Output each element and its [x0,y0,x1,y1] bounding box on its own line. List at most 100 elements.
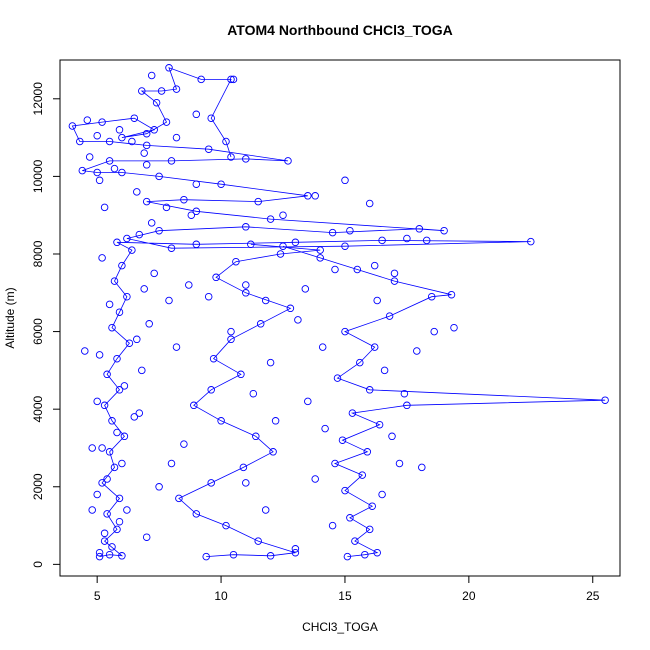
data-point [81,347,89,355]
data-point [147,219,156,227]
data-point [85,153,94,161]
data-point [120,432,129,441]
data-point [276,250,285,258]
data-point [202,552,210,561]
data-point [93,490,101,499]
data-point [185,281,193,289]
data-point [348,409,357,417]
data-point [147,71,156,80]
data-point [341,327,349,336]
data-point [93,168,101,177]
y-tick-label: 6000 [31,318,45,345]
data-point [304,397,312,406]
data-point [266,358,275,367]
x-axis-label: CHCl3_TOGA [302,620,378,634]
data-point [207,386,215,394]
data-point [150,269,158,278]
data-point [88,506,96,514]
data-point [378,490,386,499]
data-point [145,320,153,328]
data-point [316,254,324,262]
data-point [204,292,213,301]
data-point [207,479,215,487]
data-point [98,254,106,262]
data-point [140,285,148,293]
data-point [403,401,411,410]
data-point [175,494,183,503]
series-line [282,245,606,557]
data-point [120,382,129,390]
x-tick-label: 25 [586,589,600,603]
data-point [247,240,255,249]
data-point [162,203,171,212]
y-tick-label: 12000 [31,82,45,116]
x-tick-label: 20 [462,589,476,603]
data-point [103,370,111,379]
data-point [93,131,101,140]
data-point [123,234,131,243]
data-point [192,110,201,119]
plot-frame [59,59,621,577]
data-point [115,494,124,503]
data-point [152,98,161,107]
data-point [356,358,364,367]
data-point [346,226,354,235]
data-point [254,537,262,545]
data-point [95,548,104,557]
y-tick-label: 4000 [31,396,45,423]
data-point [128,246,136,254]
chart-title: ATOM4 Northbound CHCl3_TOGA [227,22,453,38]
data-point [301,285,310,293]
data-point [279,211,287,219]
data-point [197,75,205,84]
data-point [341,242,349,250]
data-point [165,64,173,72]
series-points [68,64,609,561]
data-point [128,137,136,146]
data-point [222,137,230,146]
data-point [130,114,139,122]
y-axis: 0 2000 4000 6000 8000 10000 12000 [31,82,61,568]
data-point [311,192,319,200]
data-point [105,448,114,456]
data-point [167,459,176,468]
data-point [130,413,139,421]
data-point [138,366,146,375]
data-point [78,166,87,175]
data-point [346,514,354,522]
data-point [328,521,337,530]
data-point [113,354,121,363]
data-point [242,223,250,231]
data-point [142,161,151,169]
data-point [338,436,347,444]
data-point [328,228,337,237]
data-point [415,225,424,233]
series-lines [71,67,606,557]
data-point [341,176,349,185]
data-point [113,428,121,437]
data-point [103,475,111,483]
data-point [98,118,106,126]
data-point [388,432,396,441]
data-point [291,238,300,247]
data-point [440,226,448,235]
data-point [242,155,250,163]
data-point [304,192,312,200]
data-point [100,529,109,538]
data-point [157,87,166,95]
data-point [229,550,238,559]
data-point [294,316,302,324]
data-point [135,230,144,239]
data-point [400,389,409,398]
data-point [217,417,225,425]
data-point [155,483,163,491]
data-point [284,157,292,165]
data-point [271,417,280,425]
data-point [123,506,131,514]
data-point [450,323,458,332]
data-point [311,475,319,483]
x-tick-label: 15 [338,589,352,603]
data-point [207,114,215,122]
data-point [140,149,148,157]
